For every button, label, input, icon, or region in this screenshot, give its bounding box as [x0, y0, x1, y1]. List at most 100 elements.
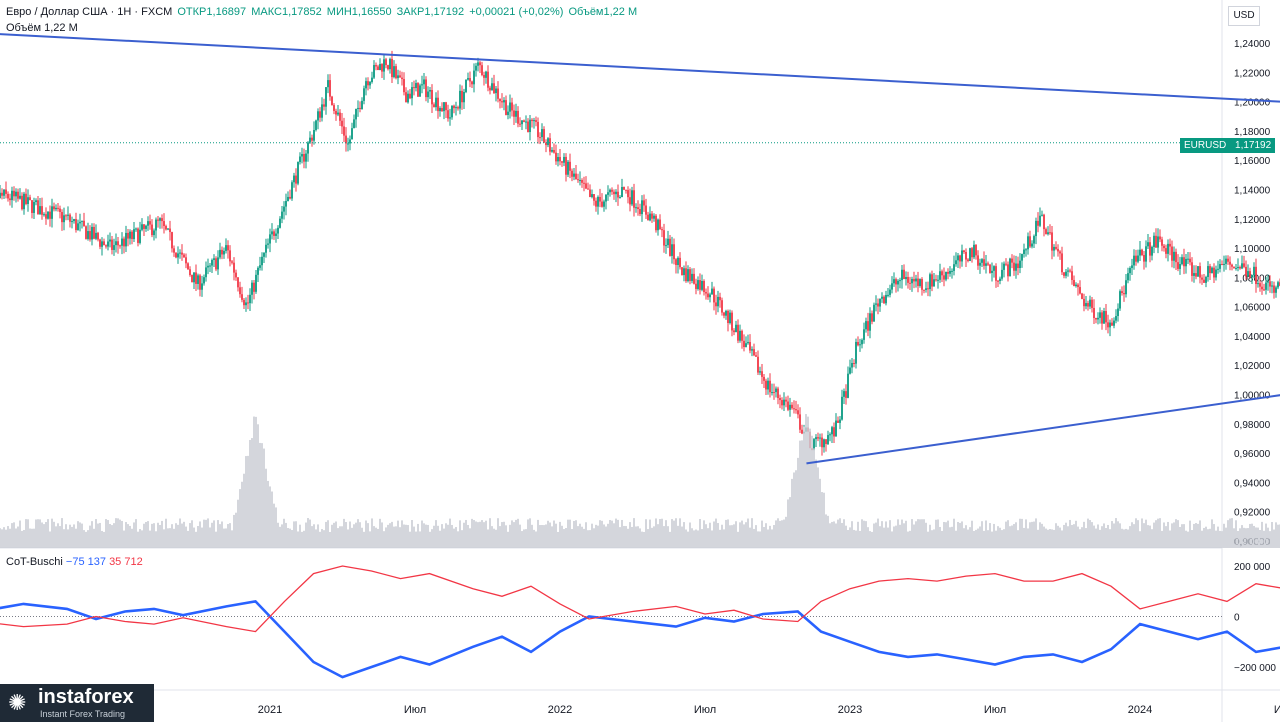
candle-body	[139, 229, 141, 243]
volume-bar	[31, 528, 33, 548]
candle-body	[365, 81, 367, 89]
candle-body	[431, 90, 433, 105]
volume-bar	[803, 426, 805, 548]
candle-body	[839, 419, 841, 423]
volume-bar	[805, 414, 807, 548]
volume-bar	[483, 522, 485, 548]
candle-body	[245, 302, 247, 306]
candle-body	[517, 110, 519, 124]
candle-body	[615, 191, 617, 195]
volume-bar	[961, 521, 963, 548]
volume-bar	[1193, 523, 1195, 548]
volume-bar	[1069, 519, 1071, 548]
volume-bar	[851, 521, 853, 548]
candle-body	[321, 104, 323, 118]
volume-bar	[667, 526, 669, 548]
volume-bar	[797, 457, 799, 548]
candle-body	[821, 437, 823, 448]
volume-bar	[601, 520, 603, 548]
candle-body	[559, 157, 561, 162]
candle-body	[831, 427, 833, 435]
volume-bar	[821, 492, 823, 548]
volume-bar	[1097, 524, 1099, 548]
volume-bar	[683, 522, 685, 548]
candle-body	[69, 214, 71, 222]
candle-body	[691, 273, 693, 281]
volume-bar	[1103, 523, 1105, 548]
volume-bar	[575, 520, 577, 548]
volume-bar	[1117, 521, 1119, 548]
candle-body	[583, 182, 585, 184]
volume-bar	[1185, 530, 1187, 548]
volume-bar	[831, 521, 833, 548]
volume-bar	[1203, 527, 1205, 548]
volume-bar	[401, 520, 403, 548]
volume-bar	[1259, 529, 1261, 548]
candle-body	[515, 110, 517, 117]
candle-body	[679, 257, 681, 268]
volume-bar	[553, 520, 555, 548]
candle-body	[1241, 263, 1243, 269]
candle-body	[889, 289, 891, 295]
currency-button[interactable]: USD	[1228, 6, 1260, 26]
volume-bar	[35, 519, 37, 548]
volume-bar	[403, 524, 405, 548]
candle-body	[997, 280, 999, 282]
candle-body	[1245, 266, 1247, 277]
volume-bar	[587, 530, 589, 548]
volume-bar	[537, 519, 539, 548]
instaforex-logo: ✺ instaforex Instant Forex Trading	[0, 684, 154, 722]
candle-body	[849, 367, 851, 374]
candle-body	[845, 391, 847, 398]
volume-bar	[1179, 526, 1181, 548]
volume-bar	[593, 528, 595, 548]
candle-body	[1201, 277, 1203, 280]
candle-body	[263, 252, 265, 257]
candle-body	[67, 214, 69, 216]
volume-bar	[341, 526, 343, 548]
volume-bar	[1239, 528, 1241, 548]
volume-bar	[965, 525, 967, 548]
candle-body	[1115, 316, 1117, 321]
volume-bar	[431, 529, 433, 548]
volume-bar	[1057, 525, 1059, 548]
volume-bar	[103, 531, 105, 548]
candle-body	[281, 211, 283, 219]
candle-body	[261, 256, 263, 266]
volume-bar	[915, 521, 917, 548]
candle-body	[89, 231, 91, 240]
volume-bar	[69, 524, 71, 548]
volume-bar	[477, 522, 479, 548]
volume-bar	[429, 531, 431, 548]
volume-bar	[949, 527, 951, 548]
volume-bar	[739, 522, 741, 548]
volume-bar	[33, 528, 35, 548]
volume-bar	[389, 523, 391, 548]
volume-bar	[941, 530, 943, 548]
candle-body	[3, 189, 5, 196]
candle-body	[27, 197, 29, 204]
candle-body	[1121, 291, 1123, 294]
volume-bar	[77, 521, 79, 548]
candle-body	[1153, 235, 1155, 247]
candle-body	[661, 229, 663, 231]
candle-body	[1033, 236, 1035, 244]
candle-body	[87, 231, 89, 239]
volume-bar	[835, 523, 837, 548]
volume-bar	[1029, 522, 1031, 548]
volume-bar	[863, 520, 865, 548]
candle-body	[111, 239, 113, 250]
volume-bar	[1099, 529, 1101, 548]
candle-body	[343, 126, 345, 136]
volume-bar	[597, 525, 599, 548]
volume-bar	[777, 518, 779, 548]
candle-body	[117, 241, 119, 246]
logo-name: instaforex	[38, 686, 134, 708]
volume-bar	[1017, 530, 1019, 548]
candle-body	[719, 296, 721, 301]
candle-body	[203, 277, 205, 284]
candle-body	[1057, 248, 1059, 252]
price-tick-label: 1,04000	[1234, 332, 1271, 343]
volume-bar	[569, 519, 571, 548]
candle-body	[335, 110, 337, 115]
